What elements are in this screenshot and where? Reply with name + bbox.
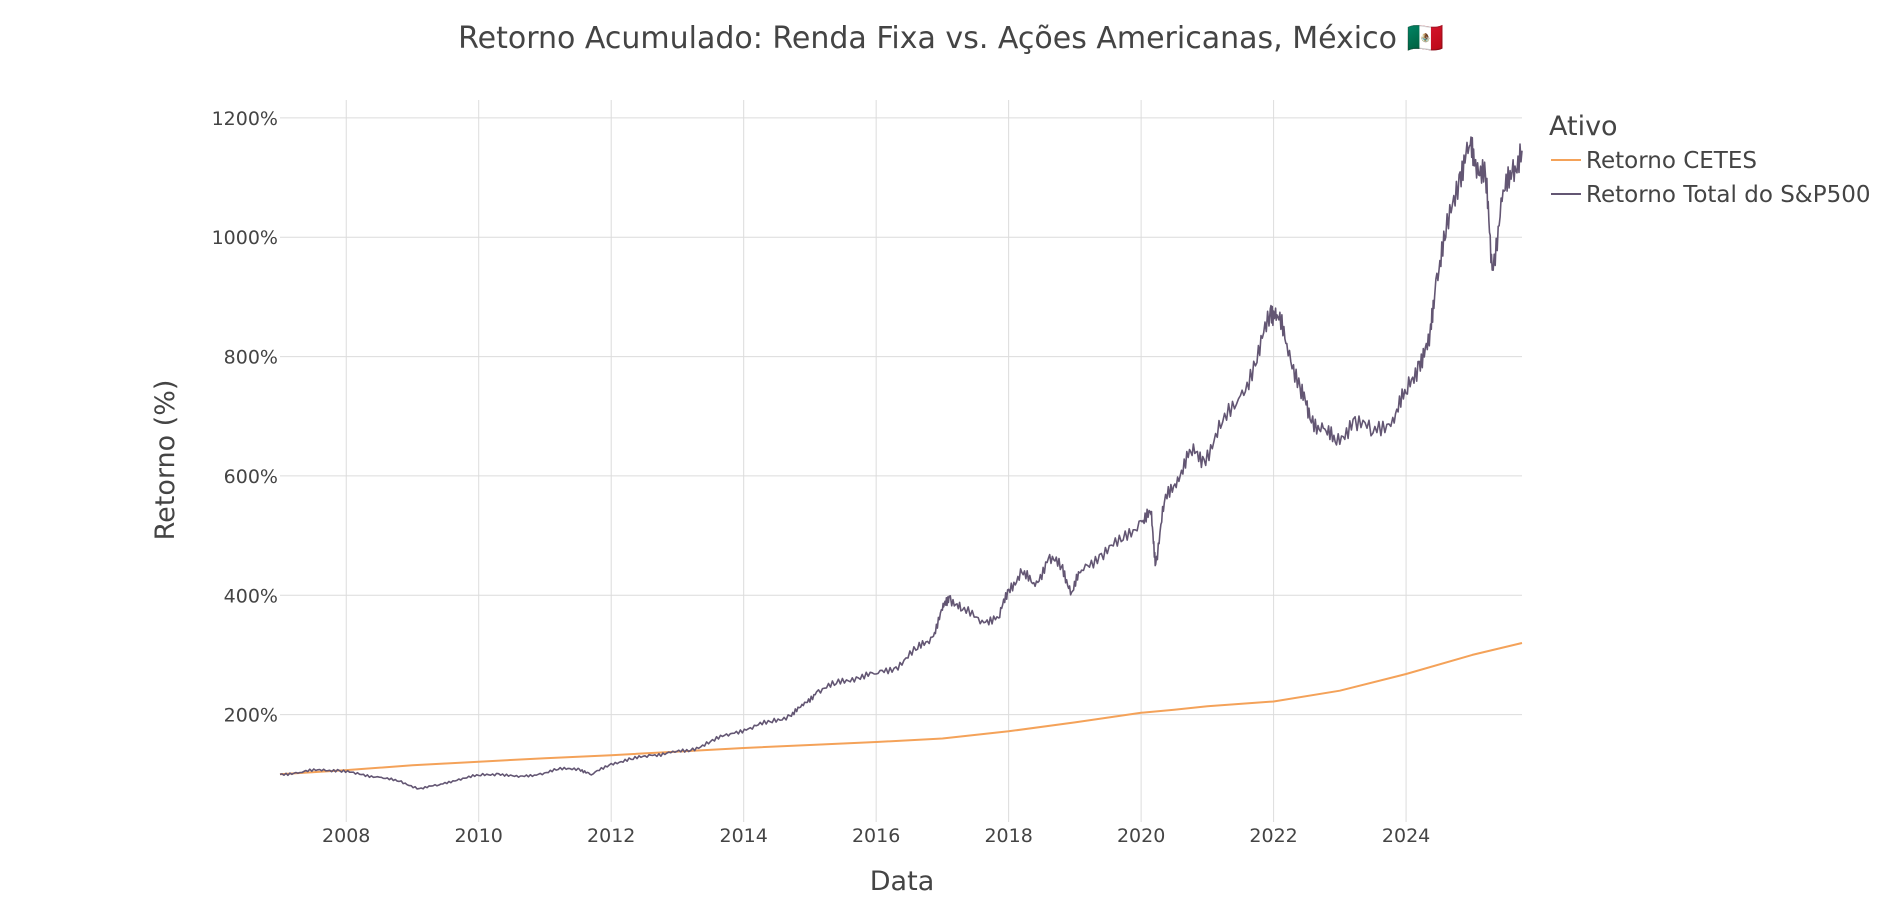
y-tick-label-200: 200% bbox=[224, 705, 278, 727]
y-axis-label: Retorno (%) bbox=[150, 380, 181, 541]
x-tick-label-2014: 2014 bbox=[720, 825, 768, 847]
legend: Ativo Retorno CETES Retorno Total do S&P5… bbox=[1549, 111, 1871, 208]
y-tick-label-600: 600% bbox=[224, 466, 278, 488]
series-layer bbox=[279, 136, 1523, 790]
grid-layer bbox=[280, 100, 1522, 822]
y-tick-label-400: 400% bbox=[224, 585, 278, 607]
legend-title: Ativo bbox=[1549, 111, 1618, 142]
x-tick-label-2018: 2018 bbox=[984, 825, 1032, 847]
x-tick-label-2012: 2012 bbox=[587, 825, 635, 847]
y-tick-label-1000: 1000% bbox=[212, 227, 278, 249]
x-tick-label-2022: 2022 bbox=[1249, 825, 1297, 847]
y-tick-label-1200: 1200% bbox=[212, 108, 278, 130]
x-axis-label: Data bbox=[870, 866, 934, 897]
chart-title: Retorno Acumulado: Renda Fixa vs. Ações … bbox=[458, 21, 1444, 56]
legend-label-0: Retorno CETES bbox=[1586, 148, 1757, 174]
x-tick-label-2016: 2016 bbox=[852, 825, 900, 847]
legend-items: Retorno CETES Retorno Total do S&P500 bbox=[1551, 148, 1871, 208]
series-line-1 bbox=[279, 136, 1523, 790]
legend-label-1: Retorno Total do S&P500 bbox=[1586, 182, 1871, 208]
x-tick-label-2020: 2020 bbox=[1117, 825, 1165, 847]
x-tick-label-2010: 2010 bbox=[455, 825, 503, 847]
ticks-layer: 2008 2010 2012 2014 2016 2018 2020 2022 2024 200%… bbox=[212, 108, 1431, 847]
y-tick-label-800: 800% bbox=[224, 347, 278, 369]
x-tick-label-2024: 2024 bbox=[1382, 825, 1430, 847]
series-line-0 bbox=[279, 642, 1523, 776]
x-tick-label-2008: 2008 bbox=[322, 825, 370, 847]
